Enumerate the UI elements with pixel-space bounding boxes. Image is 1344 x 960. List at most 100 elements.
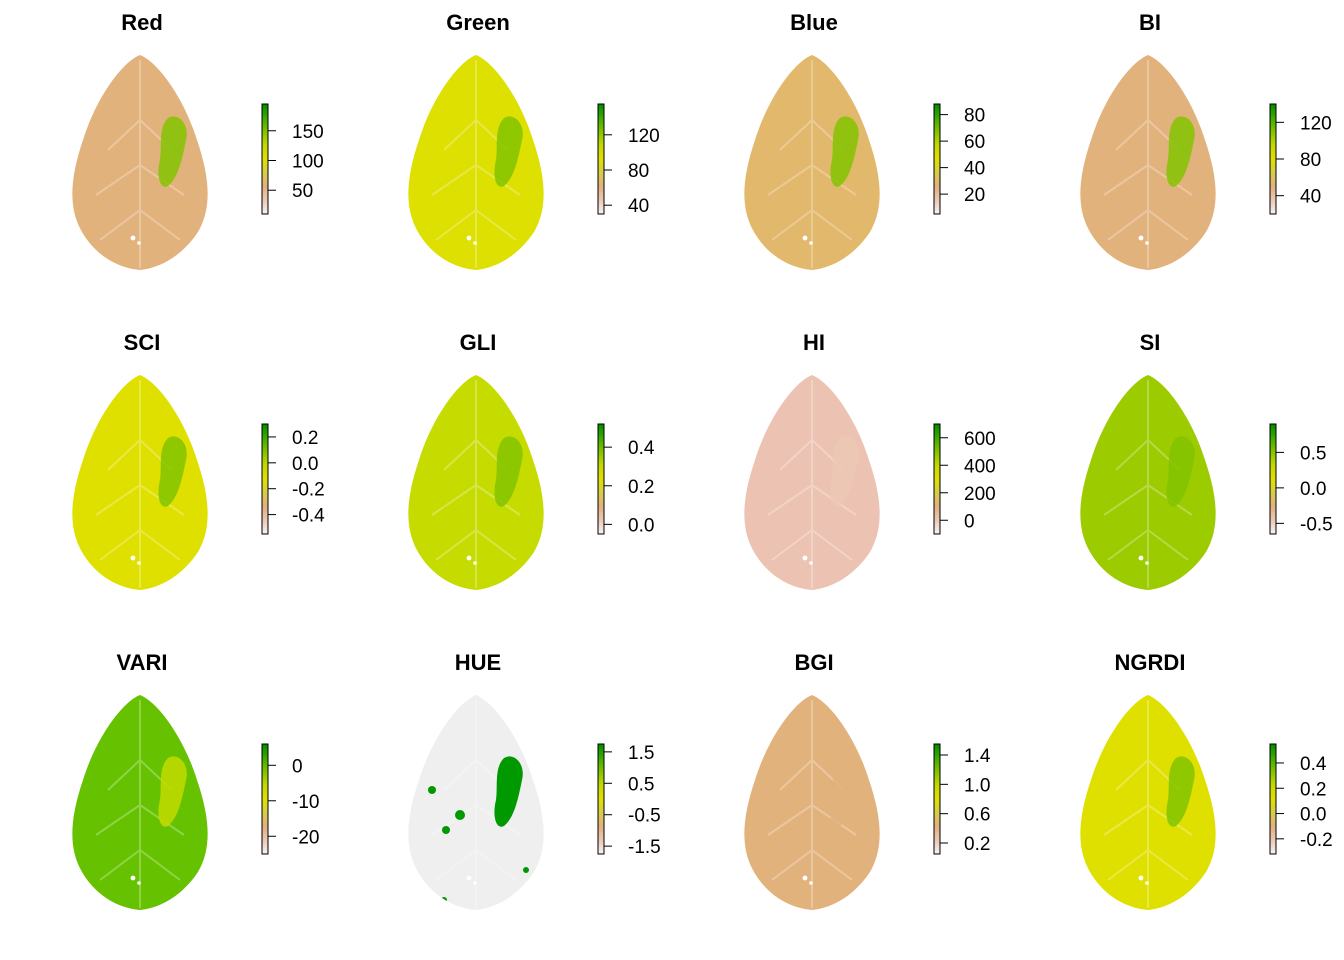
leaf-patch: [1166, 116, 1195, 187]
panel-title: NGRDI: [1114, 650, 1186, 675]
legend-tick-label: 0.4: [628, 438, 655, 459]
panel-title: Blue: [790, 10, 838, 35]
legend-tick-label: 1.4: [964, 746, 991, 767]
legend-bar: [597, 423, 605, 535]
legend-tick-label: 0.5: [628, 774, 654, 795]
panel-title: SI: [1139, 330, 1161, 355]
leaf-detail: [1103, 700, 1195, 908]
legend-tick-label: 60: [964, 132, 985, 153]
legend-tick-label: 0.4: [1300, 754, 1327, 775]
panel-title: BGI: [794, 650, 834, 675]
leaf-patch: [158, 116, 187, 187]
panel-green: Green 120 80 40: [336, 0, 672, 320]
legend-bar: [1269, 743, 1277, 855]
legend-colorbar: 150 100 50: [261, 103, 324, 215]
legend-tick-label: 1.5: [628, 743, 654, 764]
leaf-detail: [431, 380, 523, 588]
leaf-fill: [744, 695, 880, 910]
legend-colorbar: 120 80 40: [597, 103, 660, 217]
legend-bar: [597, 743, 605, 855]
leaf-patch: [830, 436, 859, 507]
legend-tick-label: 40: [964, 159, 985, 180]
panel-hi: HI 600 400 200 0: [672, 320, 1008, 640]
panel-blue: Blue 80 60 40 20: [672, 0, 1008, 320]
panel-ngrdi: NGRDI 0.4 0.2 0.0 -0.2: [1008, 640, 1344, 960]
leaf-hole: [1145, 881, 1149, 885]
hue-spot: [442, 826, 450, 834]
legend-colorbar: 0 -10 -20: [261, 743, 319, 855]
legend-tick-label: 0.0: [1300, 805, 1326, 826]
leaf-raster: [408, 375, 544, 590]
legend-tick-label: 120: [1300, 113, 1332, 134]
leaf-hole: [802, 235, 808, 241]
leaf-hole: [130, 555, 136, 561]
legend-colorbar: 120 80 40: [1269, 103, 1332, 215]
leaf-hole: [473, 881, 477, 885]
leaf-raster: [1080, 375, 1216, 590]
legend-tick-label: -0.5: [628, 806, 661, 827]
leaf-fill: [408, 55, 544, 270]
leaf-hole: [1138, 875, 1144, 881]
legend-colorbar: 600 400 200 0: [933, 423, 996, 535]
leaf-detail: [767, 60, 859, 268]
leaf-fill: [744, 375, 880, 590]
leaf-raster: [744, 375, 880, 590]
legend-tick-label: 0.0: [1300, 479, 1326, 500]
leaf-patch: [158, 436, 187, 507]
hue-spot: [428, 786, 436, 794]
legend-tick-label: 80: [964, 106, 985, 127]
legend-tick-label: 20: [964, 185, 985, 206]
legend-tick-label: -20: [292, 827, 319, 848]
panel-gli: GLI 0.4 0.2 0.0: [336, 320, 672, 640]
panel-title: Green: [446, 10, 510, 35]
panel-sci: SCI 0.2 0.0 -0.2 -0.4: [0, 320, 336, 640]
legend-tick-label: 80: [1300, 150, 1321, 171]
legend-tick-label: 0.0: [292, 454, 318, 475]
hue-spot: [455, 810, 465, 820]
leaf-patch: [1166, 436, 1195, 507]
leaf-patch: [830, 756, 859, 827]
leaf-patch: [830, 116, 859, 187]
legend-tick-label: -1.5: [628, 837, 661, 858]
leaf-hole: [1138, 555, 1144, 561]
leaf-detail: [431, 60, 523, 268]
panel-title: Red: [121, 10, 163, 35]
leaf-raster: [72, 695, 208, 910]
hue-spot: [523, 867, 529, 873]
leaf-hole: [809, 881, 813, 885]
legend-tick-label: 600: [964, 429, 996, 450]
panel-bi: BI 120 80 40: [1008, 0, 1344, 320]
leaf-hole: [1145, 241, 1149, 245]
leaf-fill: [408, 695, 544, 910]
leaf-raster: [72, 55, 208, 270]
legend-tick-label: 0.0: [628, 515, 654, 536]
legend-tick-label: -0.2: [292, 480, 325, 501]
leaf-raster: [72, 375, 208, 590]
leaf-fill: [1080, 695, 1216, 910]
leaf-fill: [72, 375, 208, 590]
leaf-hole: [473, 241, 477, 245]
panel-title: SCI: [123, 330, 161, 355]
legend-tick-label: 80: [628, 161, 649, 182]
leaf-raster: [744, 695, 880, 910]
leaf-hole: [802, 875, 808, 881]
legend-colorbar: 80 60 40 20: [933, 103, 985, 215]
legend-tick-label: 40: [1300, 187, 1321, 208]
leaf-fill: [744, 55, 880, 270]
legend-tick-label: 100: [292, 151, 324, 172]
panel-hue: HUE 1.5 0.5 -0.5 -1.5: [336, 640, 672, 960]
leaf-hole: [137, 561, 141, 565]
leaf-detail: [767, 380, 859, 588]
leaf-patch: [494, 756, 523, 827]
leaf-fill: [408, 375, 544, 590]
legend-bar: [1269, 103, 1277, 215]
leaf-detail: [95, 60, 187, 268]
leaf-fill: [1080, 375, 1216, 590]
leaf-hole: [809, 241, 813, 245]
legend-bar: [261, 423, 269, 535]
legend-tick-label: -0.4: [292, 506, 325, 527]
leaf-patch: [494, 436, 523, 507]
leaf-hole: [137, 881, 141, 885]
panel-vari: VARI 0 -10 -20: [0, 640, 336, 960]
